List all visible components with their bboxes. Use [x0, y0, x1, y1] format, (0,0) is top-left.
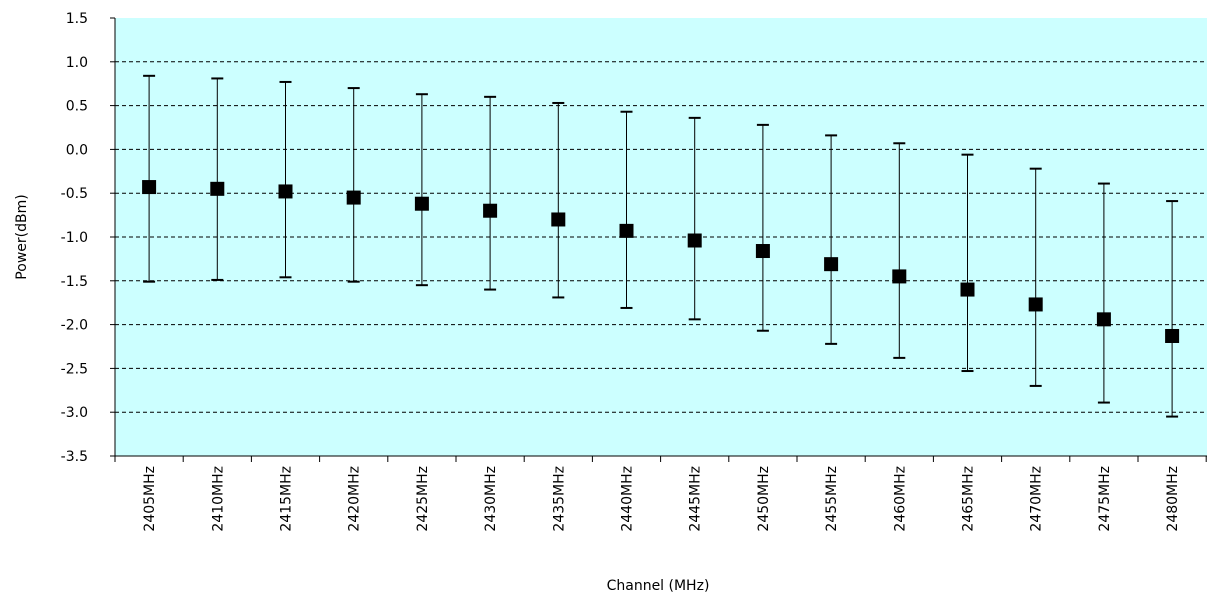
data-point	[210, 77, 225, 281]
data-marker	[1165, 328, 1180, 343]
y-tick-label: -3.5	[61, 449, 88, 465]
data-marker	[755, 244, 770, 259]
data-point	[1028, 167, 1043, 387]
data-marker	[824, 257, 839, 272]
data-point	[483, 95, 498, 291]
data-point	[892, 142, 907, 359]
data-point	[142, 74, 157, 283]
x-tick-label: 2455MHz	[824, 466, 840, 532]
x-tick-label: 2420MHz	[347, 466, 363, 532]
data-marker	[414, 196, 429, 211]
data-point	[414, 93, 429, 287]
data-point	[755, 123, 770, 332]
y-tick-label: -0.5	[61, 186, 88, 202]
data-marker	[619, 223, 634, 238]
y-axis-title: Power(dBm)	[14, 194, 30, 279]
x-tick-labels: 2405MHz 2410MHz 2415MHz 2420MHz 2425MHz 2430M…	[142, 466, 1181, 532]
data-marker	[483, 203, 498, 218]
data-point	[346, 87, 361, 283]
y-tick-label: 1.0	[66, 55, 88, 71]
x-tick-label: 2415MHz	[279, 466, 295, 532]
data-point	[1165, 200, 1180, 418]
data-point	[1096, 182, 1111, 404]
data-series	[142, 74, 1180, 418]
y-tick-label: 0.5	[66, 99, 88, 115]
data-marker	[892, 269, 907, 284]
data-point	[687, 116, 702, 321]
data-marker	[210, 181, 225, 196]
x-tick-label: 2430MHz	[483, 466, 499, 532]
data-marker	[551, 212, 566, 227]
y-tick-label: -2.5	[61, 361, 88, 377]
y-tick-label: -2.0	[61, 318, 88, 334]
axes	[110, 17, 1207, 462]
data-marker	[960, 282, 975, 297]
x-tick-label: 2470MHz	[1029, 466, 1045, 532]
x-tick-label: 2450MHz	[756, 466, 772, 532]
x-tick-label: 2480MHz	[1165, 466, 1181, 532]
y-tick-label: 1.5	[66, 11, 88, 27]
data-point	[551, 101, 566, 299]
data-marker	[1096, 312, 1111, 327]
x-tick-label: 2445MHz	[688, 466, 704, 532]
data-point	[619, 110, 634, 309]
y-tick-label: -1.5	[61, 274, 88, 290]
data-marker	[278, 184, 293, 199]
x-tick-label: 2435MHz	[551, 466, 567, 532]
y-tick-label: -1.0	[61, 230, 88, 246]
y-tick-labels: 1.5 1.0 0.5 0.0 -0.5 -1.0 -1.5 -2.0 -2.5 -3.0 -3.5	[61, 11, 88, 465]
data-marker	[1028, 297, 1043, 312]
data-point	[960, 153, 975, 373]
x-tick-label: 2475MHz	[1097, 466, 1113, 532]
x-tick-label: 2465MHz	[961, 466, 977, 532]
gridlines	[115, 61, 1207, 413]
data-point	[824, 134, 839, 345]
x-tick-label: 2460MHz	[892, 466, 908, 532]
y-tick-label: -3.0	[61, 405, 88, 421]
x-tick-label: 2440MHz	[620, 466, 636, 532]
data-marker	[142, 180, 157, 195]
x-tick-label: 2425MHz	[415, 466, 431, 532]
y-tick-label: 0.0	[66, 142, 88, 158]
x-tick-label: 2405MHz	[142, 466, 158, 532]
data-marker	[687, 233, 702, 248]
x-axis-title: Channel (MHz)	[607, 578, 710, 594]
data-marker	[346, 190, 361, 205]
x-tick-label: 2410MHz	[210, 466, 226, 532]
data-point	[278, 80, 293, 279]
